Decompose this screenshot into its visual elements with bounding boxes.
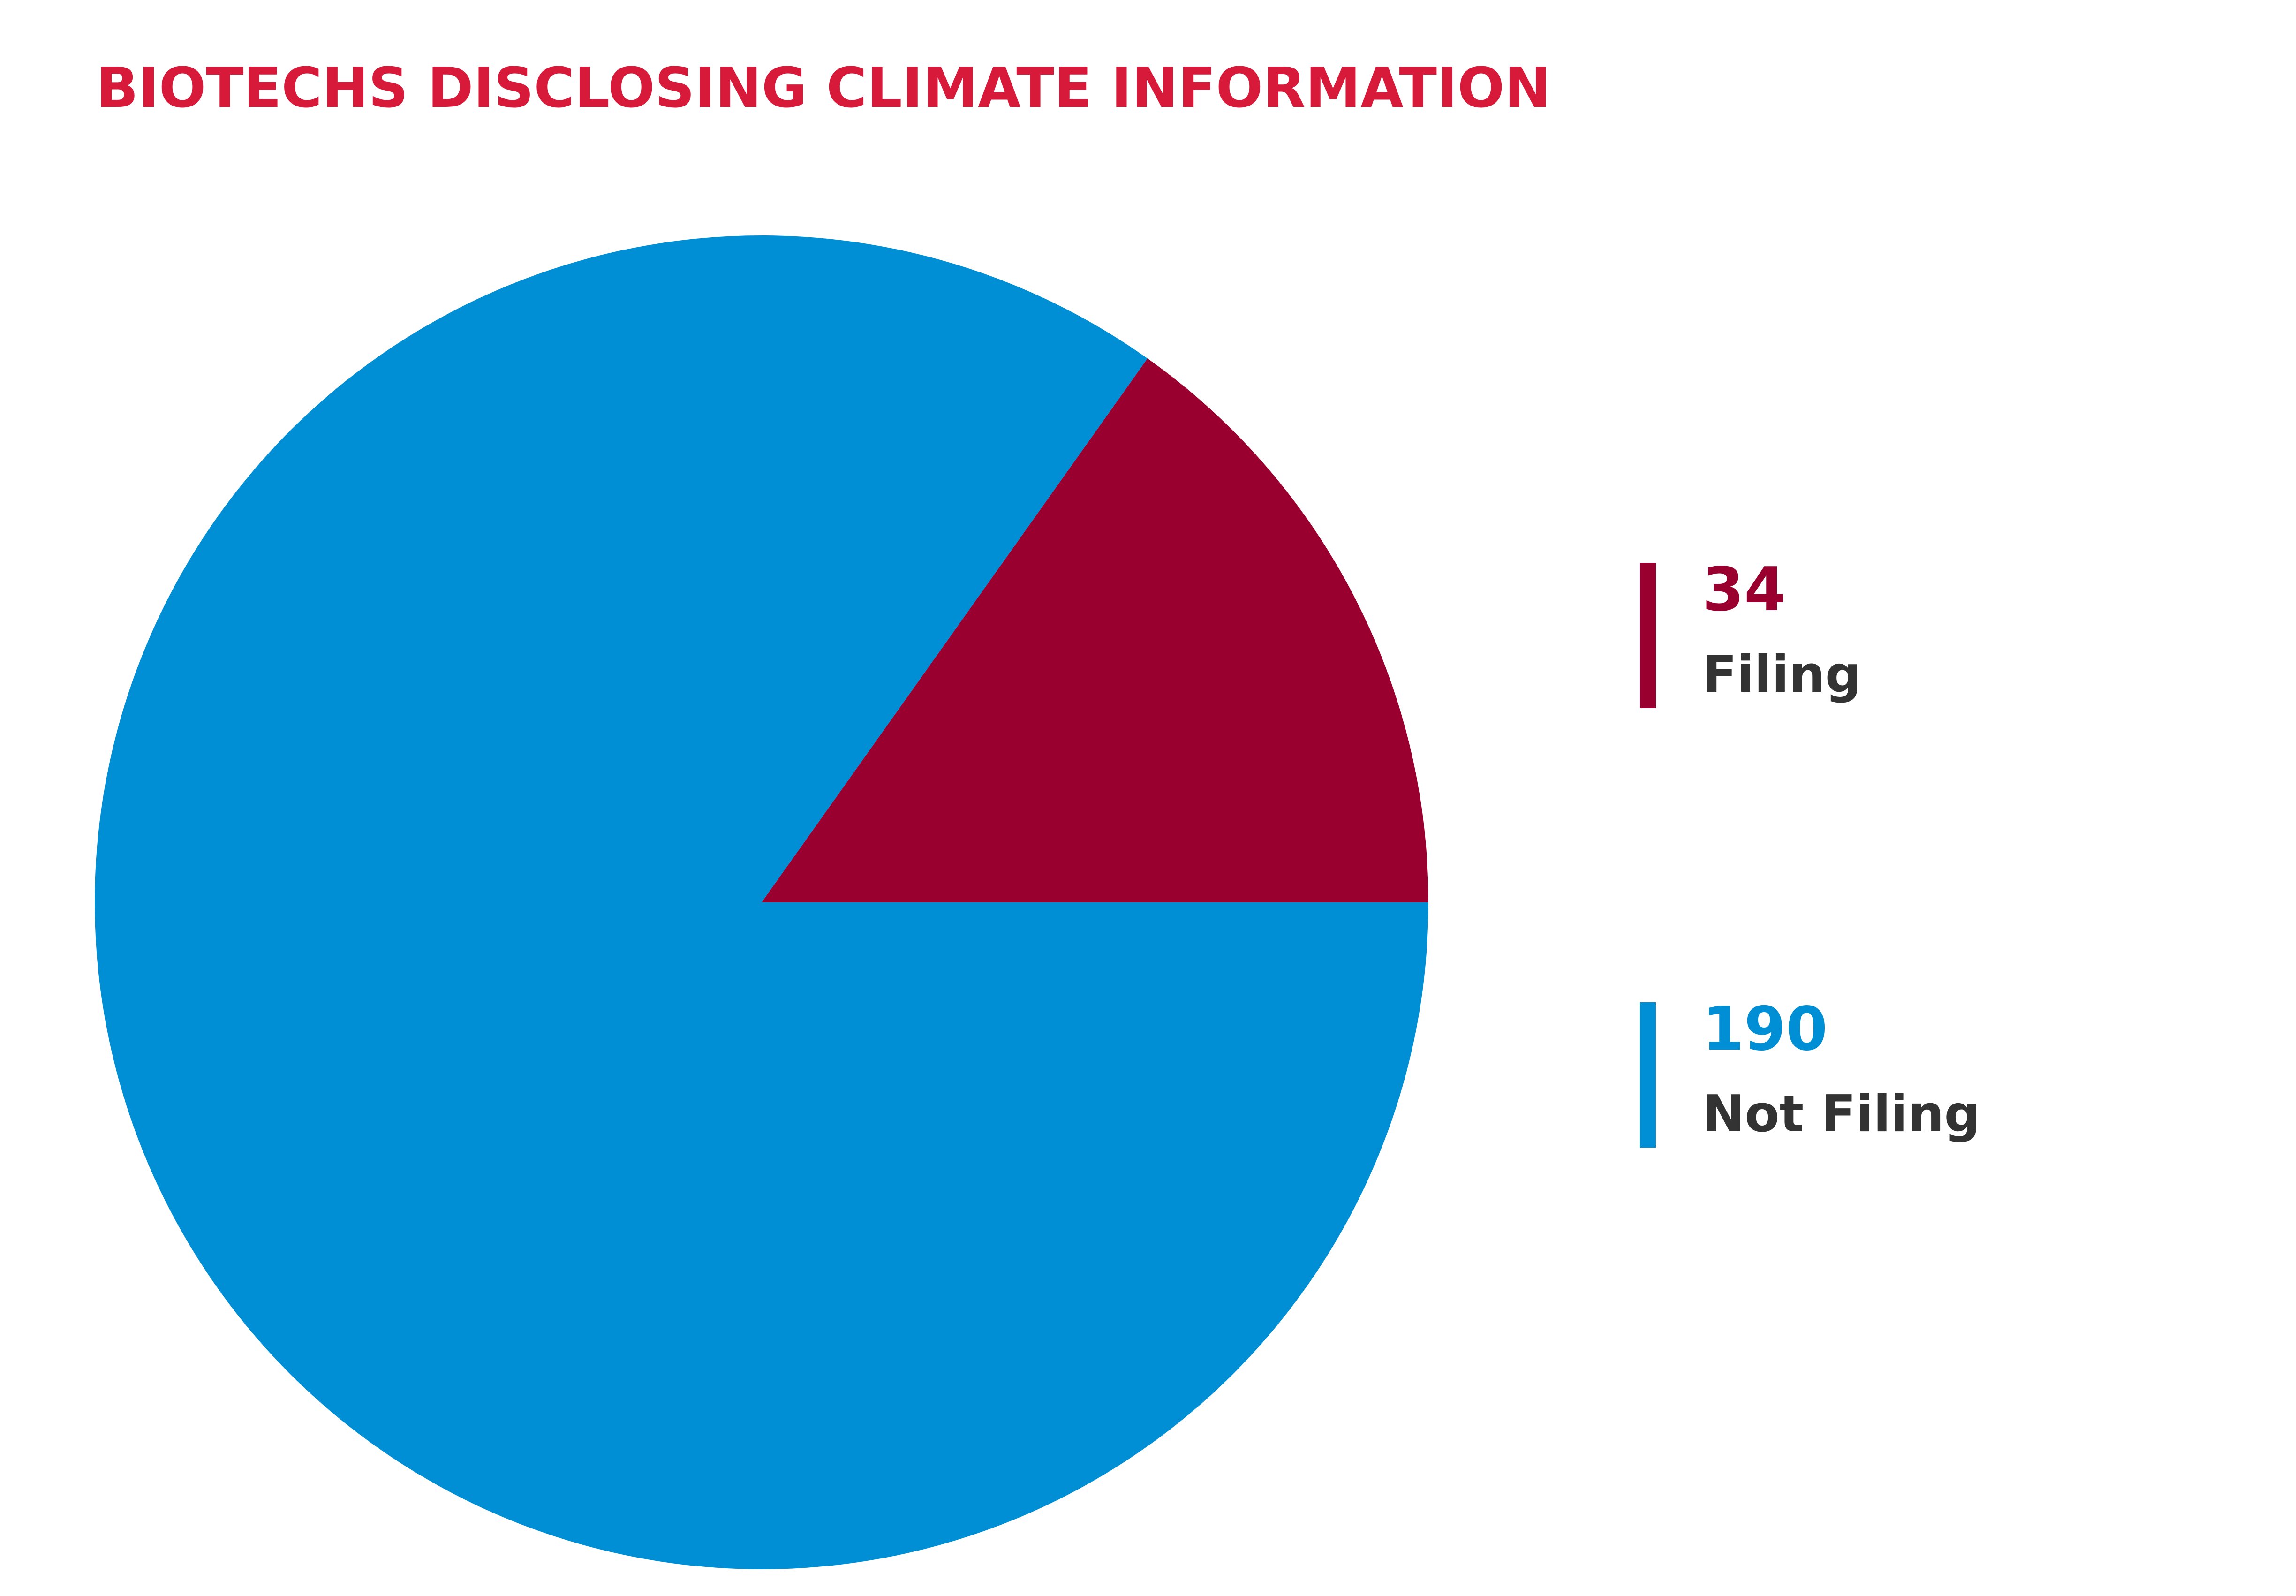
chart-title: BIOTECHS DISCLOSING CLIMATE INFORMATION	[96, 55, 1551, 120]
legend-value: 190	[1702, 994, 1828, 1064]
pie-slice	[94, 235, 1429, 1570]
legend-swatch	[1640, 563, 1656, 708]
legend-label: Filing	[1702, 645, 1861, 704]
legend-swatch	[1640, 1002, 1656, 1148]
legend-value: 34	[1702, 555, 1786, 625]
pie-slice	[762, 358, 1428, 902]
legend-label: Not Filing	[1702, 1085, 1980, 1143]
